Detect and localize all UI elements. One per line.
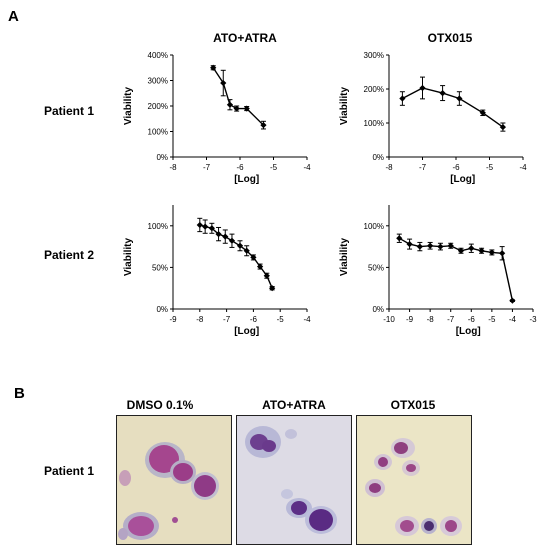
x-tick-label: -5 [488, 315, 496, 324]
x-tick-label: -4 [519, 163, 527, 172]
data-point [416, 243, 423, 250]
x-tick-label: -7 [419, 163, 427, 172]
x-axis-label: [Log] [450, 174, 475, 185]
data-point [243, 247, 250, 254]
data-point [196, 221, 203, 229]
data-point [419, 84, 426, 92]
data-point [509, 297, 516, 304]
x-tick-label: -4 [509, 315, 517, 324]
data-point [399, 95, 406, 102]
data-point [439, 89, 446, 97]
x-tick-label: -7 [447, 315, 455, 324]
data-point [256, 263, 264, 270]
x-tick-label: -5 [277, 315, 285, 324]
data-point [499, 250, 506, 257]
row-label-patient-2: Patient 2 [44, 248, 95, 262]
x-tick-label: -4 [303, 315, 311, 324]
series-line [398, 237, 514, 301]
y-tick-label: 200% [364, 85, 384, 94]
data-point [447, 242, 454, 249]
y-tick-label: 50% [368, 263, 384, 272]
chart-patient1-ato-atra: 0% 100% 200% 300% 400% -8 -7 -6 -5 -4 [Log] Viabili… [123, 51, 311, 185]
micrograph-ato-atra [236, 415, 352, 545]
x-tick-label: -6 [250, 315, 258, 324]
data-point [226, 101, 234, 108]
y-tick-label: 400% [148, 51, 168, 60]
y-tick-label: 300% [148, 77, 168, 86]
y-axis-label: Viability [339, 237, 350, 276]
data-point [468, 245, 475, 252]
column-title-otx015: OTX015 [427, 31, 473, 45]
x-tick-label: -5 [270, 163, 278, 172]
data-point [210, 64, 217, 71]
micro-title-dmso: DMSO 0.1% [126, 398, 194, 412]
series-line [212, 67, 264, 126]
y-tick-label: 0% [372, 153, 384, 162]
data-point [263, 272, 270, 279]
y-axis-label: Viability [123, 237, 134, 276]
series-line [199, 224, 273, 289]
viability-charts: 0% 100% 200% 300% 400% -8 -7 -6 -5 -4 [Log] Viabili… [123, 51, 537, 337]
x-tick-label: -7 [223, 315, 231, 324]
x-tick-label: -8 [385, 163, 393, 172]
x-tick-label: -9 [406, 315, 414, 324]
y-tick-label: 50% [152, 263, 168, 272]
data-point [233, 105, 240, 112]
data-point [437, 243, 444, 250]
column-title-ato-atra: ATO+ATRA [213, 31, 277, 45]
x-tick-label: -6 [452, 163, 460, 172]
micrograph-dmso [116, 415, 232, 545]
panel-b-label: B [14, 385, 25, 402]
x-tick-label: -7 [203, 163, 211, 172]
x-tick-label: -6 [236, 163, 244, 172]
micro-title-ato-atra: ATO+ATRA [262, 398, 326, 412]
x-tick-label: -6 [468, 315, 476, 324]
data-point [215, 231, 222, 238]
chart-patient2-ato-atra: 0% 50% 100% -9 -8 -7 -6 -5 -4 [Log] Viability [123, 205, 311, 337]
y-tick-label: 0% [156, 305, 168, 314]
data-point [202, 223, 209, 230]
data-point [406, 240, 413, 248]
micro-title-otx015: OTX015 [390, 398, 436, 412]
x-axis-label: [Log] [456, 326, 481, 337]
x-axis-label: [Log] [234, 174, 259, 185]
x-axis-label: [Log] [234, 326, 259, 337]
y-tick-label: 0% [156, 153, 168, 162]
y-axis-label: Viability [123, 86, 134, 125]
y-tick-label: 100% [364, 119, 384, 128]
y-tick-label: 100% [148, 222, 168, 231]
data-point [396, 235, 403, 242]
micro-row-label-patient-1: Patient 1 [44, 464, 95, 478]
x-tick-label: -5 [486, 163, 494, 172]
data-point [269, 285, 276, 292]
y-tick-label: 100% [364, 222, 384, 231]
x-tick-label: -10 [383, 315, 395, 324]
x-tick-label: -3 [529, 315, 537, 324]
y-tick-label: 300% [364, 51, 384, 60]
data-point [222, 233, 229, 240]
series-line [402, 87, 504, 128]
x-tick-label: -8 [169, 163, 177, 172]
y-tick-label: 100% [148, 128, 168, 137]
y-axis-label: Viability [339, 86, 350, 125]
y-tick-label: 200% [148, 102, 168, 111]
x-tick-label: -4 [303, 163, 311, 172]
chart-patient2-otx015: 0% 50% 100% -10 -9 -8 -7 -6 -5 -4 -3 [Log] Viability [339, 205, 537, 337]
data-point [243, 105, 250, 112]
chart-patient1-otx015: 0% 100% 200% 300% -8 -7 -6 -5 -4 [Log] Viability [339, 51, 527, 185]
x-tick-label: -8 [427, 315, 435, 324]
data-point [220, 79, 227, 87]
panel-a-label: A [8, 8, 19, 25]
row-label-patient-1: Patient 1 [44, 104, 95, 118]
micrograph-otx015 [356, 415, 472, 545]
x-tick-label: -8 [196, 315, 204, 324]
x-tick-label: -9 [169, 315, 177, 324]
data-point [427, 242, 434, 249]
y-tick-label: 0% [372, 305, 384, 314]
data-point [456, 95, 463, 102]
